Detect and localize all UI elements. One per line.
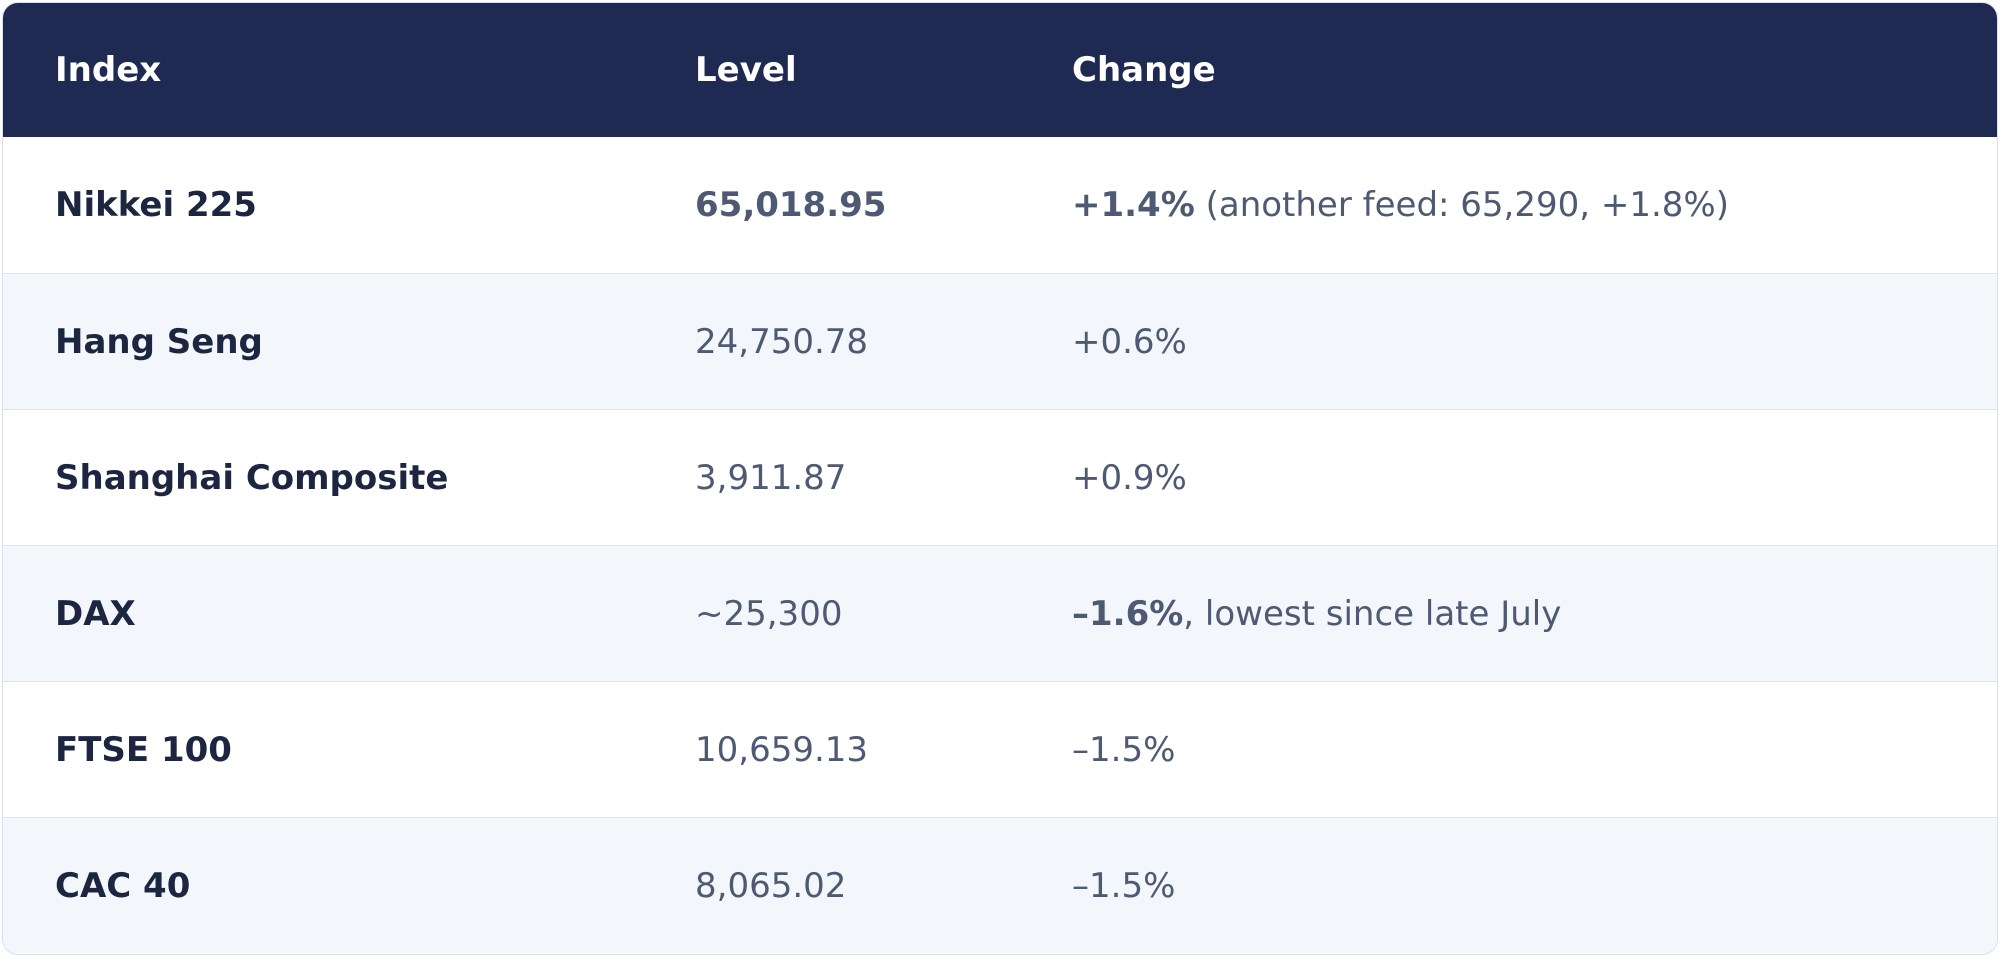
index-level: 24,750.78 [695, 321, 869, 362]
change-value: +1.4% [1072, 185, 1195, 225]
change-note: (another feed: 65,290, +1.8%) [1194, 185, 1730, 225]
index-level: 10,659.13 [695, 729, 869, 770]
change-note: , lowest since late July [1183, 593, 1562, 634]
table-row: Shanghai Composite 3,911.87 +0.9% [3, 409, 1997, 545]
table-row: CAC 40 8,065.02 –1.5% [3, 817, 1997, 953]
table-row: Nikkei 225 65,018.95 +1.4% (another feed… [3, 137, 1997, 273]
table-row: Hang Seng 24,750.78 +0.6% [3, 273, 1997, 409]
index-level: 65,018.95 [695, 185, 887, 225]
index-change: +0.9% [1072, 410, 1187, 545]
change-value: –1.6% [1072, 593, 1184, 634]
index-change: –1.5% [1072, 682, 1175, 817]
index-name: DAX [55, 593, 136, 634]
change-note: +0.6% [1072, 321, 1187, 362]
index-name: CAC 40 [55, 865, 191, 906]
index-change: –1.5% [1072, 818, 1175, 953]
header-level: Level [695, 50, 797, 90]
index-change: –1.6%, lowest since late July [1072, 546, 1561, 681]
index-change: +1.4% (another feed: 65,290, +1.8%) [1072, 137, 1729, 273]
index-name: Shanghai Composite [55, 457, 449, 498]
change-note: +0.9% [1072, 457, 1187, 498]
table-row: DAX ~25,300 –1.6%, lowest since late Jul… [3, 545, 1997, 681]
table-row: FTSE 100 10,659.13 –1.5% [3, 681, 1997, 817]
header-index: Index [55, 50, 162, 90]
index-change: +0.6% [1072, 274, 1187, 409]
index-level: 3,911.87 [695, 457, 847, 498]
index-name: Hang Seng [55, 321, 263, 362]
change-note: –1.5% [1072, 729, 1176, 770]
table-header: Index Level Change [3, 3, 1997, 137]
change-note: –1.5% [1072, 865, 1176, 906]
header-change: Change [1072, 50, 1216, 90]
index-name: Nikkei 225 [55, 185, 257, 225]
index-level: 8,065.02 [695, 865, 847, 906]
index-name: FTSE 100 [55, 729, 232, 770]
index-level: ~25,300 [695, 593, 843, 634]
